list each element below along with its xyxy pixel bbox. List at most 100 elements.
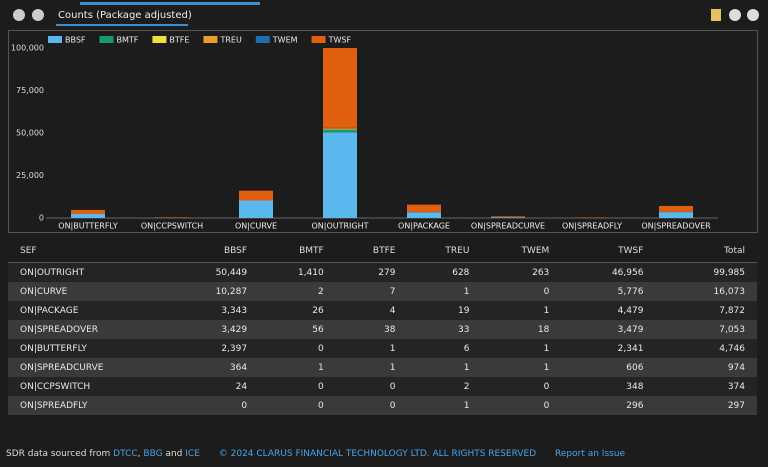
bar-segment — [659, 212, 693, 218]
table-cell: 18 — [481, 320, 562, 339]
progress — [80, 2, 260, 5]
column-header[interactable]: TWEM — [481, 240, 562, 263]
report-link[interactable]: Report an Issue — [555, 449, 626, 459]
table-cell: 33 — [407, 320, 482, 339]
bar-segment — [323, 48, 357, 128]
legend-swatch — [255, 36, 270, 43]
table-cell: ON|SPREADFLY — [8, 396, 174, 415]
table-cell: 628 — [407, 262, 482, 282]
x-tick-label: ON|BUTTERFLY — [58, 222, 118, 231]
table-row[interactable]: ON|OUTRIGHT 50,449 1,410 279 628 263 46,956 99,… — [8, 262, 757, 282]
x-tick-label: ON|PACKAGE — [398, 222, 450, 231]
table-cell: 263 — [481, 262, 562, 282]
bar-segment — [71, 209, 105, 214]
table-row[interactable]: ON|SPREADCURVE 364 1 1 1 1 606 974 — [8, 358, 757, 377]
table-cell: ON|SPREADCURVE — [8, 358, 174, 377]
table-cell: 279 — [335, 262, 408, 282]
table-cell: 5,776 — [561, 282, 672, 301]
table-row[interactable]: ON|SPREADFLY 0 0 0 1 0 296 297 — [8, 396, 757, 415]
x-tick-label: ON|OUTRIGHT — [311, 222, 368, 231]
column-header[interactable]: SEF — [8, 240, 174, 263]
footer-text: , — [137, 449, 141, 459]
data-table: SEF BBSF BMTF BTFE TREU TWEM TWSF Total ON|OUTRI… — [8, 240, 757, 415]
table-cell: 46,956 — [561, 262, 672, 282]
legend-swatch — [48, 36, 62, 43]
table-cell: ON|SPREADOVER — [8, 320, 174, 339]
link[interactable]: ICE — [185, 449, 200, 459]
table-cell: 606 — [561, 358, 672, 377]
table-cell: 974 — [671, 358, 757, 377]
chart: Counts (Package adjusted) 0 25,000 50,000 7… — [0, 0, 768, 236]
table-cell: 3,479 — [561, 320, 672, 339]
bar-segment — [407, 204, 441, 213]
table-cell: 3,343 — [173, 301, 260, 320]
table-cell: 2,397 — [173, 339, 260, 358]
table-cell: 0 — [259, 339, 336, 358]
copyright[interactable]: © 2024 CLARUS FINANCIAL TECHNOLOGY LTD. … — [218, 449, 537, 459]
link[interactable]: BBG — [143, 449, 163, 459]
table-row[interactable]: ON|CCPSWITCH 24 0 0 2 0 348 374 — [8, 377, 757, 396]
table-cell: 364 — [173, 358, 260, 377]
table-cell: 1 — [407, 396, 482, 415]
x-tick-label: ON|SPREADCURVE — [471, 222, 545, 231]
bar-segment — [323, 129, 357, 133]
table-row[interactable]: ON|PACKAGE 3,343 26 4 19 1 4,479 7,872 — [8, 301, 757, 320]
back-button[interactable] — [13, 9, 25, 21]
y-tick-label: 50,000 — [16, 129, 44, 138]
x-tick-label: ON|SPREADFLY — [562, 222, 622, 231]
table-cell: 2 — [407, 377, 482, 396]
table-row[interactable]: ON|CURVE 10,287 2 7 1 0 5,776 16,073 — [8, 282, 757, 301]
table-cell: 1 — [481, 358, 562, 377]
background — [0, 0, 768, 236]
notes-icon[interactable] — [711, 9, 721, 21]
table-cell: 1 — [481, 301, 562, 320]
legend-swatch — [99, 36, 114, 43]
column-header[interactable]: Total — [671, 240, 757, 263]
bar-segment — [491, 217, 525, 218]
bar-segment — [575, 217, 609, 218]
legend-label: TWSF — [328, 36, 352, 45]
table-cell: 0 — [481, 282, 562, 301]
y-tick-label: 100,000 — [11, 44, 44, 53]
legend-swatch — [203, 36, 218, 43]
table-cell: 7,872 — [671, 301, 757, 320]
column-header[interactable]: BMTF — [259, 240, 336, 263]
legend-label: TWEM — [272, 36, 298, 45]
table-cell: ON|BUTTERFLY — [8, 339, 174, 358]
column-header[interactable]: TWSF — [561, 240, 672, 263]
y-tick-label: 25,000 — [16, 171, 44, 180]
forward-button[interactable] — [32, 9, 44, 21]
table-cell: 2 — [259, 282, 336, 301]
table-cell: 1 — [407, 282, 482, 301]
link[interactable]: DTCC — [113, 449, 138, 459]
table-row[interactable]: ON|SPREADOVER 3,429 56 38 33 18 3,479 7,053 — [8, 320, 757, 339]
table-cell: 296 — [561, 396, 672, 415]
download-icon[interactable] — [729, 9, 741, 21]
footer-text: and — [165, 449, 183, 459]
table-cell: 24 — [173, 377, 260, 396]
column-header[interactable]: BTFE — [335, 240, 408, 263]
bar-segment — [659, 206, 693, 212]
legend-label: BTFE — [169, 36, 189, 45]
table-cell: 348 — [561, 377, 672, 396]
table-cell: 0 — [259, 377, 336, 396]
table-cell: 4 — [335, 301, 408, 320]
column-header[interactable]: TREU — [407, 240, 482, 263]
bar-segment — [323, 128, 357, 130]
table-cell: 99,985 — [671, 262, 757, 282]
table-cell: 0 — [335, 396, 408, 415]
table-cell: 19 — [407, 301, 482, 320]
tab-label[interactable]: Counts (Package adjusted) — [58, 10, 192, 21]
table-row[interactable]: ON|BUTTERFLY 2,397 0 1 6 1 2,341 4,746 — [8, 339, 757, 358]
column-header[interactable]: BBSF — [173, 240, 260, 263]
menu-icon[interactable] — [747, 9, 759, 21]
bar-segment — [71, 213, 105, 218]
table-cell: 7 — [335, 282, 408, 301]
table-cell: 4,746 — [671, 339, 757, 358]
table-cell: 6 — [407, 339, 482, 358]
table-cell: 0 — [481, 377, 562, 396]
x-tick-label: ON|CCPSWITCH — [141, 222, 203, 231]
bar-segment — [239, 190, 273, 201]
table-cell: 297 — [671, 396, 757, 415]
